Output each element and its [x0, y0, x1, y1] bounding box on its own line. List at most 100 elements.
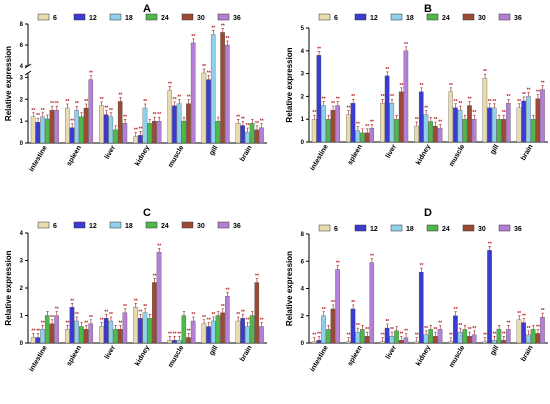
- bar: [355, 331, 360, 344]
- bar: [79, 116, 84, 144]
- significance-mark: **: [385, 319, 389, 325]
- legend-swatch: [354, 224, 367, 232]
- bar: [535, 333, 541, 344]
- legend-label: 24: [161, 223, 169, 230]
- bar: [433, 336, 438, 344]
- significance-mark: **: [322, 307, 326, 313]
- significance-mark: **: [381, 94, 385, 100]
- axis-break-mark: [24, 70, 32, 76]
- x-category-label: brain: [239, 145, 254, 163]
- y-tick-label: 2: [301, 94, 305, 100]
- bar: [380, 103, 385, 143]
- bar: [389, 103, 395, 143]
- bar: [394, 119, 399, 143]
- bar: [64, 107, 70, 144]
- bar: [491, 340, 497, 344]
- bar: [398, 340, 404, 344]
- significance-mark: **: [370, 254, 374, 260]
- panel-title: B: [424, 3, 432, 15]
- significance-mark: **: [492, 331, 496, 337]
- y-tick-label: 2: [20, 97, 24, 103]
- significance-mark: **: [36, 113, 40, 119]
- bar: [181, 315, 187, 344]
- bar: [448, 91, 454, 143]
- significance-mark: **: [507, 320, 511, 326]
- bar: [133, 136, 138, 144]
- y-tick-label: 4: [20, 231, 24, 237]
- legend-label: 18: [406, 226, 414, 233]
- x-category-label: kidney: [134, 344, 151, 367]
- significance-mark: **: [404, 329, 408, 335]
- significance-mark: **: [153, 112, 157, 118]
- significance-mark: **: [351, 94, 355, 100]
- bar: [176, 103, 182, 144]
- significance-mark: **: [226, 287, 230, 293]
- legend-label: 36: [514, 15, 522, 22]
- significance-mark: **: [211, 26, 215, 32]
- bar: [254, 129, 260, 144]
- x-category-label: muscle: [167, 144, 185, 168]
- bar: [501, 340, 506, 344]
- bar: [152, 282, 157, 344]
- x-category-label: intestine: [309, 143, 330, 172]
- significance-mark: **: [507, 94, 511, 100]
- x-category-label: gill: [208, 344, 219, 356]
- legend-swatch: [145, 221, 158, 229]
- significance-mark: **: [522, 92, 526, 98]
- y-tick-label: 6: [20, 43, 24, 49]
- bar: [530, 329, 536, 344]
- bar: [35, 122, 41, 144]
- significance-mark: **: [370, 119, 374, 125]
- bar: [79, 326, 84, 344]
- significance-mark: **: [420, 83, 424, 89]
- significance-mark: **: [191, 34, 195, 40]
- significance-mark: **: [517, 99, 521, 105]
- x-category-label: muscle: [167, 344, 185, 368]
- significance-mark: **: [66, 320, 70, 326]
- bar: [506, 103, 511, 143]
- legend-label: 18: [125, 223, 133, 230]
- bar: [521, 322, 526, 344]
- y-tick-label: 3: [301, 72, 305, 78]
- significance-mark: **: [70, 119, 74, 125]
- legend: 6 12 18 24 30 36: [37, 13, 241, 22]
- bar: [462, 119, 468, 143]
- legend-swatch: [498, 224, 511, 232]
- bar: [220, 32, 225, 144]
- bar: [190, 42, 196, 144]
- significance-mark: **: [454, 307, 458, 313]
- bar: [49, 110, 55, 144]
- significance-mark: **: [31, 108, 35, 114]
- bar: [521, 100, 526, 143]
- y-axis-label: Relative expression: [4, 46, 13, 121]
- bar: [220, 312, 225, 344]
- legend-label: 12: [89, 223, 97, 230]
- x-category-label: intestine: [28, 344, 49, 373]
- bar: [190, 320, 196, 344]
- y-axis-label: Relative expression: [4, 250, 13, 325]
- x-category-label: intestine: [28, 144, 49, 173]
- bar: [69, 127, 75, 144]
- significance-mark: **: [134, 298, 138, 304]
- significance-mark: **: [55, 101, 59, 107]
- bar: [418, 271, 424, 344]
- bar: [471, 119, 477, 143]
- significance-mark: **: [356, 323, 360, 329]
- significance-mark: **: [458, 323, 462, 329]
- significance-mark: **: [458, 101, 462, 107]
- significance-mark: **: [143, 304, 147, 310]
- significance-mark: **: [50, 315, 54, 321]
- bar: [245, 326, 250, 344]
- bar: [403, 337, 409, 344]
- bar: [350, 308, 356, 344]
- bar: [69, 307, 75, 344]
- bar: [389, 336, 395, 344]
- bar: [457, 331, 463, 344]
- bar: [40, 329, 45, 344]
- bar: [403, 50, 409, 143]
- significance-mark: **: [312, 333, 316, 339]
- significance-mark: **: [331, 101, 335, 107]
- significance-mark: **: [536, 324, 540, 330]
- bar: [137, 135, 143, 144]
- y-tick-label: 2: [301, 314, 305, 320]
